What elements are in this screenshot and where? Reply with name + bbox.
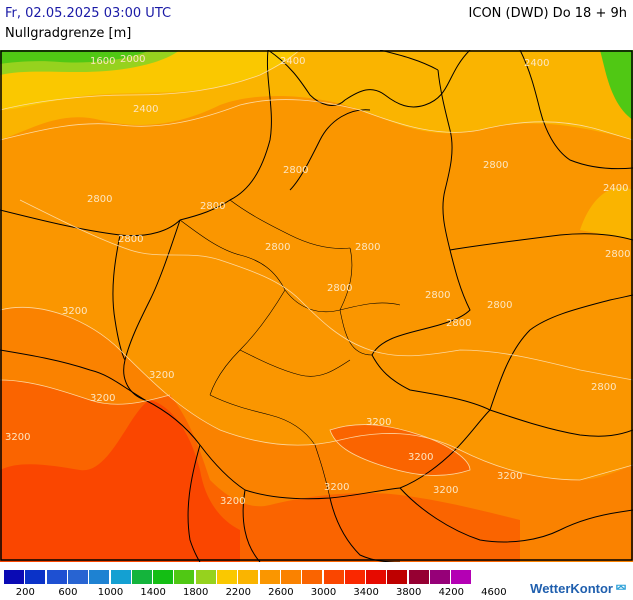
contour-label: 3200: [90, 393, 115, 404]
contour-label: 2400: [133, 104, 158, 115]
legend-swatch: [195, 570, 216, 584]
contour-label: 2800: [591, 382, 616, 393]
field-1600-zone: [0, 50, 150, 64]
contour-label: 2800: [487, 300, 512, 311]
contour-label: 3200: [366, 417, 391, 428]
state-borders: [179, 199, 401, 499]
legend-swatch: [302, 570, 323, 584]
contour-label: 2800: [118, 234, 143, 245]
contour-label: 2800: [327, 283, 352, 294]
contour-label: 2800: [483, 160, 508, 171]
legend-tick-label: 4600: [481, 587, 507, 598]
legend-tick-label: 1800: [182, 587, 209, 598]
legend-tick-label: 3400: [353, 587, 379, 598]
legend-swatch: [153, 570, 174, 584]
contour-label: 2400: [603, 183, 628, 194]
legend-swatch: [89, 570, 110, 584]
legend-tick-label: 3000: [310, 587, 337, 598]
legend-swatch: [259, 570, 280, 584]
coastline: [267, 50, 471, 108]
legend-tick-label: 1400: [140, 587, 166, 598]
contour-label: 2800: [283, 165, 308, 176]
contour-label: 2800: [605, 249, 630, 260]
contour-label: 2800: [87, 194, 112, 205]
field-east-2400: [580, 187, 633, 240]
contour-label: 3200: [497, 471, 522, 482]
brand-name: WetterKontor: [530, 581, 613, 596]
legend-swatch: [174, 570, 195, 584]
contour-label: 2800: [355, 242, 380, 253]
contour-label: 2400: [280, 56, 305, 67]
legend-swatch: [217, 570, 237, 584]
contour-label: 3200: [220, 496, 245, 507]
legend-swatch: [280, 570, 301, 584]
legend-swatch: [408, 570, 429, 584]
legend-tick-label: 2200: [225, 587, 252, 598]
legend-swatch: [323, 570, 344, 584]
legend-tick-label: 1000: [97, 587, 124, 598]
contour-label: 3200: [408, 452, 433, 463]
contour-label: 3200: [433, 485, 458, 496]
forecast-datetime: Fr, 02.05.2025 03:00 UTC: [5, 6, 172, 21]
legend-tick-label: 3800: [395, 587, 422, 598]
legend-swatch: [46, 570, 67, 584]
contour-label-group: 1600 2000 2400 2400 2400 2400 2800 2800 …: [5, 54, 630, 507]
legend-swatch: [110, 570, 131, 584]
legend-swatch: [4, 570, 24, 584]
legend-tick-label: 200: [15, 587, 35, 598]
contour-label: 3200: [149, 370, 174, 381]
country-borders: [0, 50, 633, 562]
legend-swatch: [67, 570, 88, 584]
contour-label: 3200: [62, 306, 87, 317]
contour-label: 2400: [524, 58, 549, 69]
legend-swatch: [387, 570, 408, 584]
contour-lines: [0, 50, 633, 481]
legend-swatch: [131, 570, 152, 584]
legend-tick-label: 2600: [268, 587, 294, 598]
signal-arcs-icon: ⮹: [614, 580, 627, 597]
contour-label: 3200: [5, 432, 30, 443]
field-alps-north-3200: [330, 424, 470, 476]
model-run: ICON (DWD) Do 18 + 9h: [468, 6, 627, 21]
brand-logo[interactable]: WetterKontor ⮹: [530, 580, 627, 597]
legend-swatch: [430, 570, 450, 584]
legend-swatch: [344, 570, 365, 584]
freezing-level-map: 1600 2000 2400 2400 2400 2400 2800 2800 …: [0, 50, 633, 562]
field-3400-zone: [0, 400, 240, 562]
parameter-title: Nullgradgrenze [m]: [5, 26, 132, 41]
contour-label: 2800: [200, 201, 225, 212]
legend-tick-label: 4200: [438, 587, 465, 598]
map-frame: [0, 50, 633, 561]
legend-tick-label: 600: [58, 587, 78, 598]
legend-swatch: [366, 570, 387, 584]
legend-swatch: [451, 570, 472, 584]
legend-swatch: [238, 570, 259, 584]
legend-swatch: [25, 570, 46, 584]
contour-label: 1600: [90, 56, 115, 67]
contour-label: 3200: [324, 482, 349, 493]
contour-label: 2000: [120, 54, 145, 65]
contour-label: 2800: [265, 242, 290, 253]
contour-label: 2800: [425, 290, 450, 301]
contour-label: 2800: [446, 318, 471, 329]
field-east-green-zone: [600, 50, 633, 120]
